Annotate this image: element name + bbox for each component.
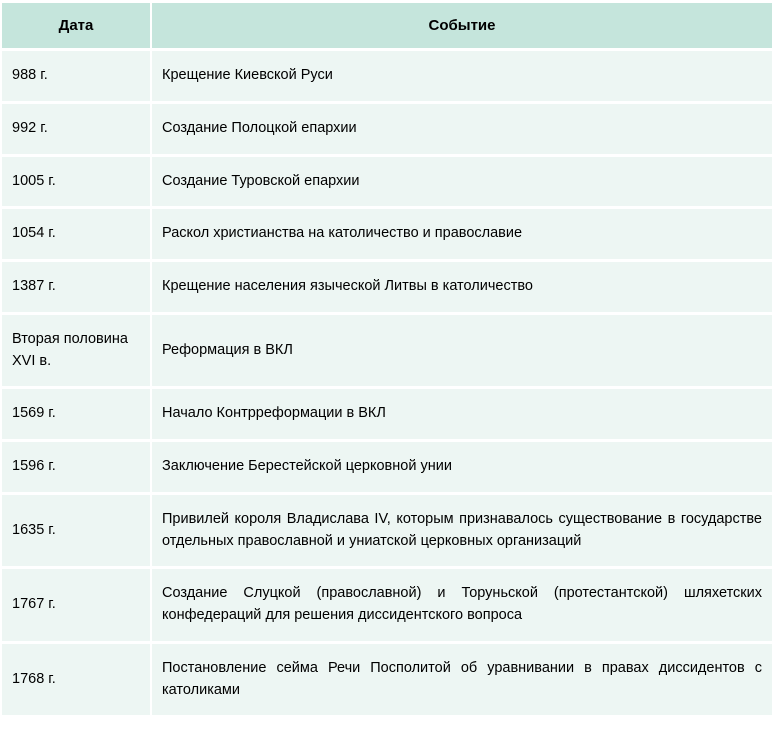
cell-date: 1005 г. xyxy=(2,157,150,207)
table-row: 988 г.Крещение Киевской Руси xyxy=(2,51,772,101)
cell-event: Создание Полоцкой епархии xyxy=(152,104,772,154)
cell-date: Вторая поло­вина XVI в. xyxy=(2,315,150,387)
header-row: Дата Событие xyxy=(2,3,772,48)
table-row: 1387 г.Крещение населения языческой Литв… xyxy=(2,262,772,312)
table-row: 1569 г.Начало Контрреформации в ВКЛ xyxy=(2,389,772,439)
cell-event: Создание Слуцкой (православной) и Торунь… xyxy=(152,569,772,641)
table-body: 988 г.Крещение Киевской Руси992 г.Создан… xyxy=(2,51,772,715)
table-row: Вторая поло­вина XVI в.Реформация в ВКЛ xyxy=(2,315,772,387)
cell-date: 988 г. xyxy=(2,51,150,101)
table-row: 992 г.Создание Полоцкой епархии xyxy=(2,104,772,154)
cell-event: Начало Контрреформации в ВКЛ xyxy=(152,389,772,439)
cell-event: Постановление сейма Речи Посполитой об у… xyxy=(152,644,772,716)
table-row: 1596 г.Заключение Берестейской церковной… xyxy=(2,442,772,492)
history-table: Дата Событие 988 г.Крещение Киевской Рус… xyxy=(0,0,774,718)
table-row: 1054 г.Раскол христианства на католичест… xyxy=(2,209,772,259)
cell-date: 1596 г. xyxy=(2,442,150,492)
header-event: Событие xyxy=(152,3,772,48)
table-row: 1768 г.Постановление сейма Речи Посполит… xyxy=(2,644,772,716)
cell-date: 1054 г. xyxy=(2,209,150,259)
cell-date: 1768 г. xyxy=(2,644,150,716)
cell-event: Создание Туровской епархии xyxy=(152,157,772,207)
table-row: 1767 г.Создание Слуцкой (православной) и… xyxy=(2,569,772,641)
cell-date: 992 г. xyxy=(2,104,150,154)
cell-event: Реформация в ВКЛ xyxy=(152,315,772,387)
table-row: 1005 г.Создание Туровской епархии xyxy=(2,157,772,207)
cell-date: 1387 г. xyxy=(2,262,150,312)
cell-event: Привилей короля Владислава IV, которым п… xyxy=(152,495,772,567)
cell-date: 1569 г. xyxy=(2,389,150,439)
cell-event: Заключение Берестейской церковной унии xyxy=(152,442,772,492)
cell-event: Крещение Киевской Руси xyxy=(152,51,772,101)
cell-date: 1635 г. xyxy=(2,495,150,567)
header-date: Дата xyxy=(2,3,150,48)
cell-event: Крещение населения языческой Литвы в кат… xyxy=(152,262,772,312)
cell-event: Раскол христианства на католичество и пр… xyxy=(152,209,772,259)
table-row: 1635 г.Привилей короля Владислава IV, ко… xyxy=(2,495,772,567)
cell-date: 1767 г. xyxy=(2,569,150,641)
